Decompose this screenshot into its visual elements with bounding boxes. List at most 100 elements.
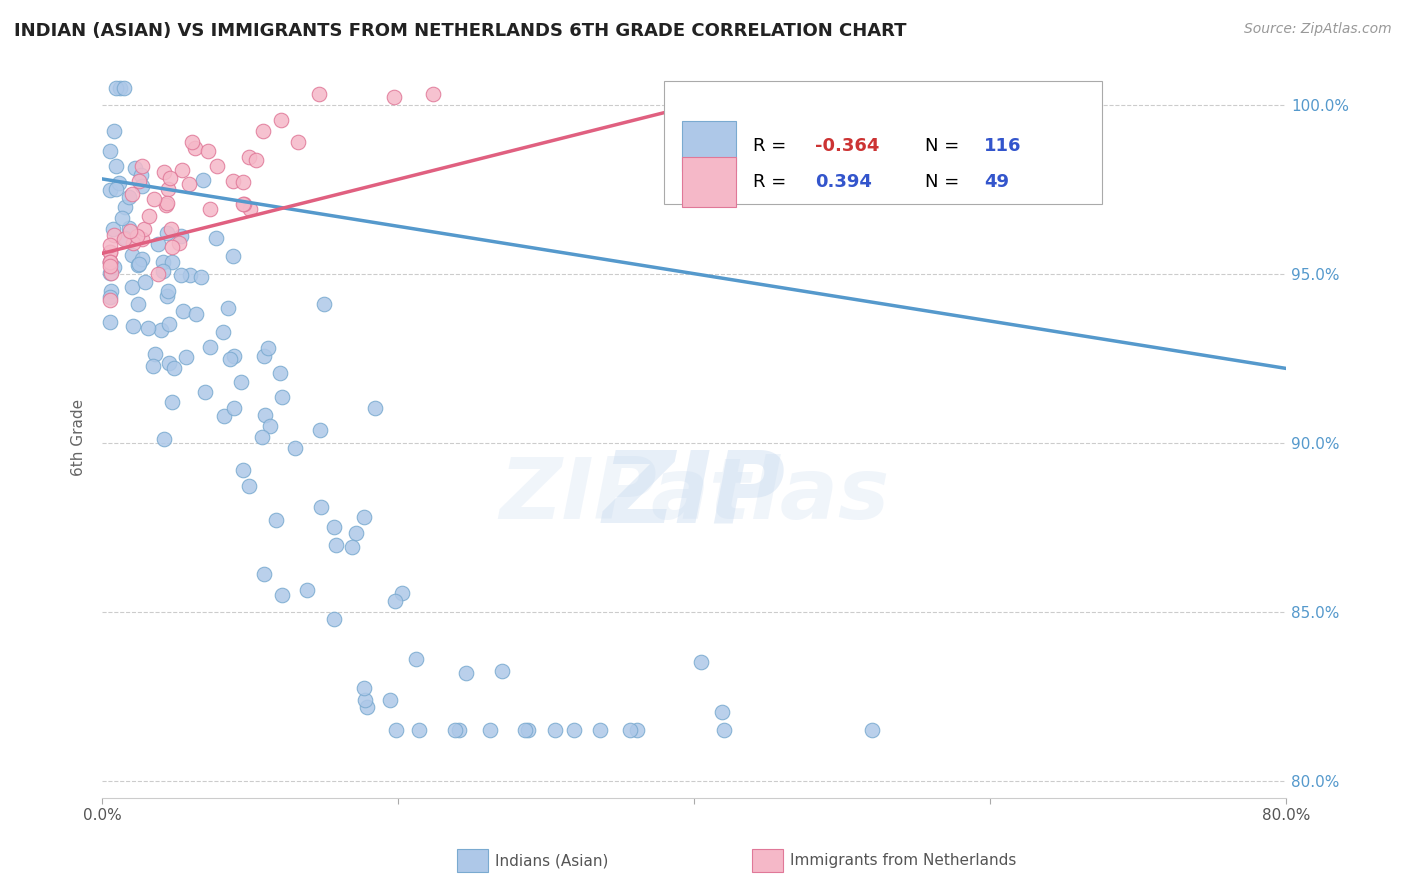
Point xyxy=(312,297,335,311)
Point xyxy=(222,401,245,415)
Point xyxy=(156,226,179,240)
Point xyxy=(239,202,262,216)
Point xyxy=(157,317,180,331)
Point xyxy=(254,408,277,422)
Point xyxy=(219,351,242,366)
Point xyxy=(356,700,378,714)
Point xyxy=(121,279,143,293)
Point xyxy=(103,124,125,138)
Point xyxy=(160,395,183,409)
Point xyxy=(253,350,276,364)
Point xyxy=(152,264,174,278)
Point xyxy=(112,232,135,246)
Y-axis label: 6th Grade: 6th Grade xyxy=(72,400,86,476)
Point xyxy=(198,202,221,216)
Point xyxy=(118,221,141,235)
Point xyxy=(128,174,150,188)
Point xyxy=(132,222,155,236)
Text: N =: N = xyxy=(925,173,965,191)
Point xyxy=(156,195,179,210)
Point xyxy=(114,201,136,215)
Point xyxy=(118,190,141,204)
Point xyxy=(342,540,364,554)
Point xyxy=(160,221,183,235)
Point xyxy=(179,268,201,282)
Point xyxy=(170,228,193,243)
Point xyxy=(121,248,143,262)
Point xyxy=(104,80,127,95)
Point xyxy=(205,159,228,173)
Point xyxy=(98,244,121,259)
Point xyxy=(364,401,387,415)
Text: ZIPatlas: ZIPatlas xyxy=(499,454,889,537)
Point xyxy=(264,513,287,527)
Point xyxy=(98,144,121,158)
Point xyxy=(252,124,274,138)
Point xyxy=(221,250,243,264)
Point xyxy=(104,159,127,173)
Point xyxy=(172,303,194,318)
Point xyxy=(169,268,191,282)
Point xyxy=(378,693,401,707)
Point xyxy=(98,254,121,268)
Point xyxy=(323,520,346,534)
Point xyxy=(170,163,193,178)
Point xyxy=(257,341,280,355)
Point xyxy=(181,136,204,150)
Point xyxy=(131,252,153,266)
Point xyxy=(384,593,406,607)
Point xyxy=(98,266,121,280)
Point xyxy=(259,419,281,434)
Point xyxy=(131,159,153,173)
Point xyxy=(114,230,136,244)
Point xyxy=(408,723,430,738)
Point xyxy=(146,267,169,281)
Point xyxy=(456,665,478,680)
Point xyxy=(142,359,165,373)
Point xyxy=(184,141,207,155)
Text: Immigrants from Netherlands: Immigrants from Netherlands xyxy=(790,854,1017,868)
Point xyxy=(589,723,612,738)
Text: ZIP: ZIP xyxy=(603,447,786,544)
Point xyxy=(238,478,260,492)
Point xyxy=(131,179,153,194)
Point xyxy=(134,276,156,290)
Point xyxy=(107,176,129,190)
Point xyxy=(384,723,406,738)
Point xyxy=(295,583,318,598)
Point xyxy=(689,656,711,670)
Text: N =: N = xyxy=(925,136,965,155)
Point xyxy=(177,177,200,191)
Point xyxy=(105,182,128,196)
Point xyxy=(125,228,148,243)
Point xyxy=(513,723,536,738)
Point xyxy=(422,87,444,102)
Point xyxy=(233,197,256,211)
Point xyxy=(224,349,246,363)
Point xyxy=(353,681,375,696)
Point xyxy=(100,266,122,280)
Point xyxy=(122,236,145,251)
Point xyxy=(444,723,467,738)
Point xyxy=(270,588,292,602)
Text: INDIAN (ASIAN) VS IMMIGRANTS FROM NETHERLANDS 6TH GRADE CORRELATION CHART: INDIAN (ASIAN) VS IMMIGRANTS FROM NETHER… xyxy=(14,22,907,40)
Point xyxy=(121,186,143,201)
Point xyxy=(269,366,291,380)
Point xyxy=(271,391,294,405)
Point xyxy=(238,150,260,164)
Point xyxy=(250,430,273,444)
Point xyxy=(619,723,641,738)
Point xyxy=(253,566,276,581)
Point xyxy=(491,664,513,678)
Point xyxy=(190,270,212,285)
Point xyxy=(129,168,152,182)
Point xyxy=(544,723,567,738)
Point xyxy=(120,224,142,238)
Point xyxy=(100,290,122,304)
Point xyxy=(221,174,243,188)
Point xyxy=(98,255,121,269)
Point xyxy=(860,723,883,738)
Point xyxy=(159,171,181,186)
Point xyxy=(204,230,226,244)
Point xyxy=(232,175,254,189)
